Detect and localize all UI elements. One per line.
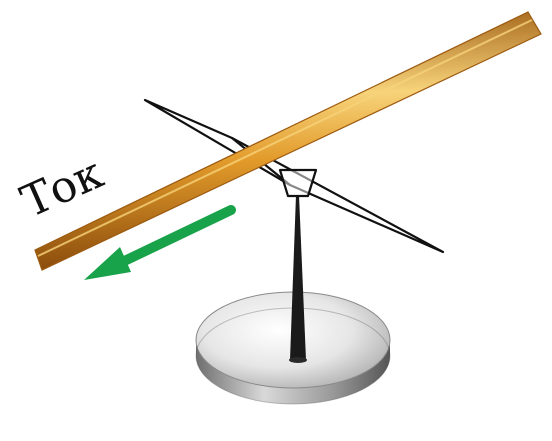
current-direction-arrow-icon	[84, 205, 236, 280]
current-label: Ток	[14, 148, 111, 228]
current-wire	[34, 11, 542, 271]
compass-stand	[289, 195, 307, 363]
